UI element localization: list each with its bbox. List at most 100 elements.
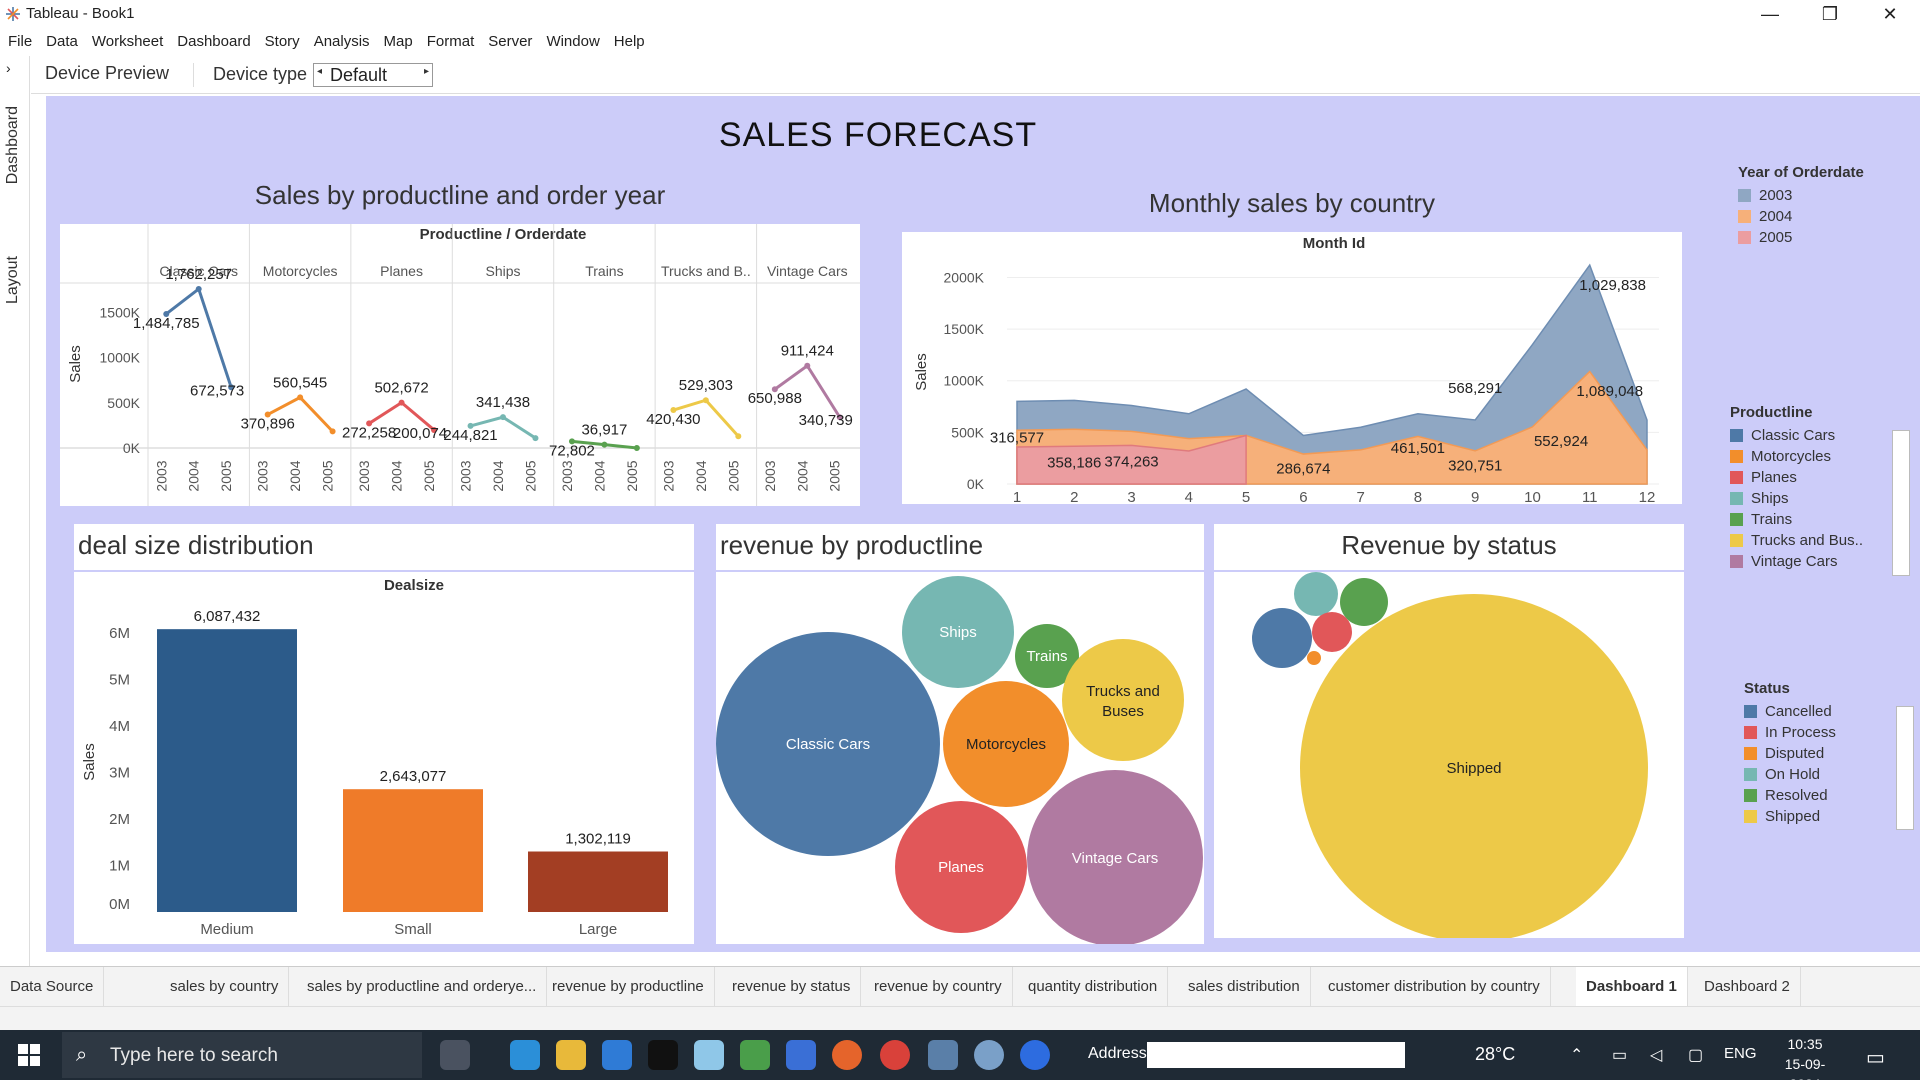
sheet-tab[interactable]: sales by country: [160, 967, 290, 1007]
spreadsheet-icon[interactable]: [740, 1040, 770, 1070]
legend-label: Vintage Cars: [1751, 553, 1838, 570]
next-arrow-icon[interactable]: ▸: [423, 66, 429, 77]
revenue-productline-panel[interactable]: revenue by productline Classic Cars Ships…: [716, 524, 1204, 944]
legend-productline-item[interactable]: Planes: [1730, 467, 1870, 488]
monthly-sales-chart[interactable]: Month Id Sales 2000K 1500K 1000K 500K 0K 1 2 3 4 5 6…: [902, 232, 1682, 506]
legend-productline-item[interactable]: Trucks and Bus..: [1730, 530, 1870, 551]
legend-status-item[interactable]: Resolved: [1744, 785, 1874, 806]
menu-map[interactable]: Map: [383, 33, 413, 50]
menu-worksheet[interactable]: Worksheet: [91, 33, 164, 50]
status-bubble[interactable]: [1340, 578, 1388, 626]
deal-size-panel[interactable]: deal size distribution Dealsize Sales 6M 5M…: [74, 524, 694, 944]
sheet-tab[interactable]: Dashboard 1: [1576, 967, 1688, 1007]
edge-browser-icon[interactable]: [510, 1040, 540, 1070]
bubble[interactable]: [1015, 624, 1079, 688]
legend-productline-scrollbar[interactable]: [1892, 430, 1910, 576]
bar[interactable]: [528, 851, 668, 912]
volume-icon[interactable]: ◁: [1650, 1047, 1663, 1064]
status-bubble[interactable]: [1300, 594, 1648, 938]
menu-server[interactable]: Server: [488, 33, 533, 50]
address-input[interactable]: [1147, 1042, 1405, 1068]
language-indicator[interactable]: ENG: [1724, 1045, 1757, 1062]
legend-year-item[interactable]: 2003: [1738, 185, 1888, 206]
device-type-select[interactable]: ◂ Default ▸: [313, 63, 433, 87]
legend-status-scrollbar[interactable]: [1896, 706, 1914, 830]
sheet-tab[interactable]: Dashboard 2: [1694, 967, 1801, 1007]
tab-dashboard[interactable]: Dashboard: [4, 106, 21, 185]
legend-label: Trains: [1751, 511, 1793, 528]
legend-status-item[interactable]: Cancelled: [1744, 701, 1874, 722]
bubble[interactable]: [1027, 770, 1203, 944]
revenue-status-panel[interactable]: Revenue by status Shipped: [1214, 524, 1684, 938]
mail-icon[interactable]: [602, 1040, 632, 1070]
status-bubble[interactable]: [1312, 612, 1352, 652]
bubble[interactable]: [902, 576, 1014, 688]
sheet-tab[interactable]: revenue by productline: [542, 967, 715, 1007]
sheet-tab[interactable]: quantity distribution: [1018, 967, 1169, 1007]
menu-data[interactable]: Data: [46, 33, 78, 50]
firefox-icon[interactable]: [832, 1040, 862, 1070]
prev-arrow-icon[interactable]: ◂: [317, 66, 323, 77]
minimize-button[interactable]: —: [1761, 4, 1779, 24]
network-icon[interactable]: ▭: [1612, 1047, 1628, 1064]
bubble[interactable]: [895, 801, 1027, 933]
legend-year-item[interactable]: 2005: [1738, 227, 1888, 248]
notifications-icon[interactable]: ▭: [1866, 1047, 1885, 1069]
menu-story[interactable]: Story: [264, 33, 300, 50]
menu-window[interactable]: Window: [546, 33, 600, 50]
maximize-button[interactable]: ❐: [1821, 4, 1839, 24]
legend-productline-item[interactable]: Trains: [1730, 509, 1870, 530]
x-tick-label: 2004: [693, 460, 709, 491]
terminal-icon[interactable]: [648, 1040, 678, 1070]
bar[interactable]: [157, 629, 297, 912]
status-bubble[interactable]: [1294, 572, 1338, 616]
sheet-tab[interactable]: revenue by status: [722, 967, 862, 1007]
windows-start-icon[interactable]: [18, 1044, 40, 1066]
sheet-tab[interactable]: Data Source: [0, 967, 105, 1007]
sheet-tab[interactable]: customer distribution by country: [1318, 967, 1551, 1007]
expand-panel-icon[interactable]: ›: [6, 60, 11, 76]
legend-productline-item[interactable]: Ships: [1730, 488, 1870, 509]
menu-analysis[interactable]: Analysis: [313, 33, 370, 50]
bubble[interactable]: [943, 681, 1069, 807]
status-bubble[interactable]: [1307, 651, 1321, 665]
weather-temp[interactable]: 28°C: [1475, 1044, 1516, 1064]
y-axis-label: Sales: [67, 345, 84, 383]
tab-layout[interactable]: Layout: [4, 256, 21, 305]
tray-chevron-icon[interactable]: ⌃: [1570, 1047, 1584, 1064]
store-icon[interactable]: [786, 1040, 816, 1070]
chrome-icon[interactable]: [880, 1040, 910, 1070]
bar[interactable]: [343, 789, 483, 912]
menu-help[interactable]: Help: [613, 33, 645, 50]
sheet-tab[interactable]: sales by productline and orderye...: [297, 967, 548, 1007]
clock[interactable]: 10:35 15-09-2024: [1770, 1034, 1840, 1080]
menu-format[interactable]: Format: [426, 33, 475, 50]
menu-file[interactable]: File: [8, 33, 33, 50]
status-bubble[interactable]: [1252, 608, 1312, 668]
close-button[interactable]: ✕: [1882, 4, 1898, 24]
zoom-icon[interactable]: [1020, 1040, 1050, 1070]
display-icon[interactable]: ▢: [1688, 1047, 1704, 1064]
notes-icon[interactable]: [694, 1040, 724, 1070]
legend-productline-item[interactable]: Classic Cars: [1730, 425, 1870, 446]
file-explorer-icon[interactable]: [556, 1040, 586, 1070]
legend-year-item[interactable]: 2004: [1738, 206, 1888, 227]
bubble[interactable]: [1062, 639, 1184, 761]
sheet-tab[interactable]: sales distribution: [1178, 967, 1311, 1007]
legend-productline-item[interactable]: Motorcycles: [1730, 446, 1870, 467]
device-preview-button[interactable]: Device Preview: [45, 63, 195, 87]
taskbar-search[interactable]: ⌕ Type here to search: [62, 1032, 422, 1078]
legend-status-item[interactable]: In Process: [1744, 722, 1874, 743]
legend-status-item[interactable]: Disputed: [1744, 743, 1874, 764]
legend-status-item[interactable]: On Hold: [1744, 764, 1874, 785]
legend-status-item[interactable]: Shipped: [1744, 806, 1874, 827]
legend-productline-item[interactable]: Vintage Cars: [1730, 551, 1870, 572]
menu-dashboard[interactable]: Dashboard: [177, 33, 251, 50]
task-view-icon[interactable]: [440, 1040, 470, 1070]
tableau-taskbar-icon[interactable]: [928, 1040, 958, 1070]
bubble[interactable]: [716, 632, 940, 856]
legend-label: Ships: [1751, 490, 1789, 507]
sheet-tab[interactable]: revenue by country: [864, 967, 1013, 1007]
sales-by-productline-chart[interactable]: Productline / Orderdate Sales 1500K 1000K 50…: [60, 224, 860, 506]
paint-icon[interactable]: [974, 1040, 1004, 1070]
